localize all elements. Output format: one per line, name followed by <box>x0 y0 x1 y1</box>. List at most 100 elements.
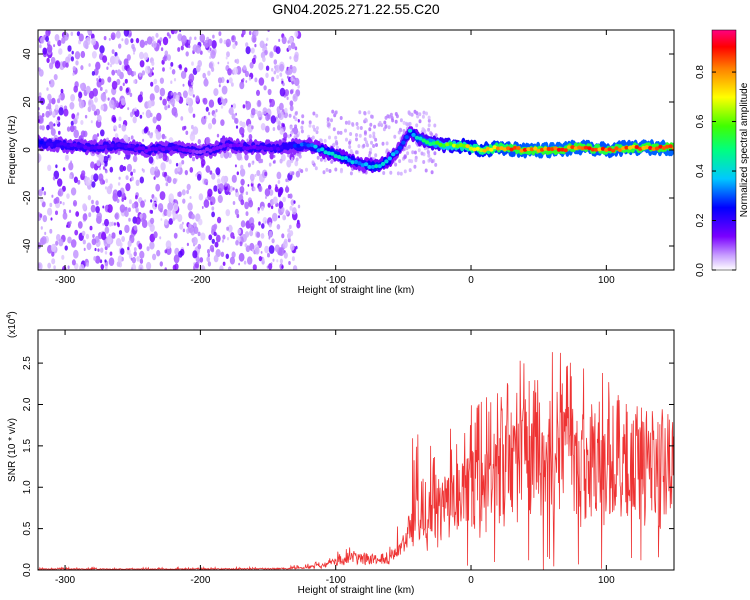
noise-cell <box>207 38 213 47</box>
noise-cell <box>192 126 199 135</box>
noise-cell <box>44 231 47 235</box>
noise-cell <box>114 133 119 139</box>
ridge-core-cell <box>326 151 332 156</box>
noise-cell <box>283 132 288 140</box>
noise-cell <box>70 239 77 248</box>
noise-cell <box>51 110 56 117</box>
noise-cell <box>144 199 147 203</box>
ridge-core-cell <box>245 146 250 151</box>
noise-cell <box>175 112 178 116</box>
noise-cell <box>262 107 268 115</box>
noise-cell <box>228 267 231 270</box>
noise-cell <box>94 96 98 103</box>
noise-cell <box>141 219 148 228</box>
noise-cell <box>169 66 172 70</box>
noise-cell <box>228 191 231 196</box>
noise-cell <box>188 223 192 229</box>
noise-cell <box>288 224 292 230</box>
noise-cell <box>118 116 122 122</box>
noise-cell <box>155 131 162 140</box>
noise-cell <box>239 81 245 90</box>
noise-cell <box>251 108 256 116</box>
noise-cell <box>418 112 422 117</box>
noise-cell <box>235 240 239 246</box>
noise-cell <box>207 122 213 130</box>
noise-cell <box>125 87 129 93</box>
noise-cell <box>216 178 221 185</box>
ridge-core-cell <box>164 146 169 151</box>
noise-cell <box>139 51 144 60</box>
ridge-core-cell <box>221 143 227 148</box>
noise-cell <box>295 170 301 178</box>
ridge-core-cell <box>648 145 653 150</box>
noise-cell <box>107 76 112 83</box>
noise-cell <box>305 167 308 172</box>
ridge-core-cell <box>313 144 318 149</box>
noise-cell <box>349 171 353 176</box>
colorbar-tick-label: 0.4 <box>695 164 706 178</box>
noise-cell <box>332 127 336 132</box>
noise-cell <box>194 36 197 41</box>
noise-cell <box>91 199 94 205</box>
noise-cell <box>104 218 109 227</box>
noise-cell <box>185 51 189 57</box>
noise-cell <box>77 221 83 229</box>
noise-cell <box>48 40 51 45</box>
noise-cell <box>76 112 80 116</box>
ridge-core-cell <box>651 147 656 151</box>
noise-cell <box>125 183 131 192</box>
ridge-core-cell <box>357 161 362 166</box>
spectrogram-heatmap <box>38 30 674 270</box>
noise-cell <box>57 116 61 121</box>
noise-cell <box>277 180 281 184</box>
noise-cell <box>208 111 211 116</box>
noise-cell <box>231 113 236 120</box>
ridge-core-cell <box>174 145 179 150</box>
ridge-core-cell <box>539 147 545 152</box>
noise-cell <box>48 245 51 249</box>
noise-cell <box>62 167 66 172</box>
noise-cell <box>61 254 65 260</box>
noise-cell <box>41 113 45 118</box>
noise-cell <box>260 251 263 254</box>
ridge-core-cell <box>208 148 213 153</box>
noise-cell <box>430 170 434 175</box>
noise-cell <box>139 176 144 184</box>
noise-cell <box>403 155 407 160</box>
noise-cell <box>45 36 49 42</box>
noise-cell <box>301 120 305 125</box>
noise-cell <box>168 159 172 165</box>
noise-cell <box>116 221 120 226</box>
noise-cell <box>153 231 158 239</box>
ridge-core-cell <box>309 143 315 148</box>
noise-cell <box>212 34 215 39</box>
noise-cell <box>408 168 412 173</box>
ridge-core-cell <box>89 145 95 150</box>
ridge-core-cell <box>489 147 494 152</box>
noise-cell <box>124 38 129 45</box>
noise-cell <box>292 93 298 102</box>
noise-cell <box>135 195 138 200</box>
noise-cell <box>57 39 62 47</box>
noise-cell <box>274 244 280 253</box>
ridge-core-cell <box>157 145 162 150</box>
colorbar-ticks: 0.0 0.2 0.4 0.6 0.8 <box>695 65 736 277</box>
noise-cell <box>264 171 268 177</box>
noise-cell <box>132 168 136 173</box>
noise-cell <box>182 228 186 233</box>
noise-cell <box>82 203 87 211</box>
noise-cell <box>138 264 144 270</box>
noise-cell <box>46 87 49 91</box>
noise-cell <box>211 238 215 244</box>
noise-cell <box>134 107 137 112</box>
noise-cell <box>428 157 432 162</box>
noise-cell <box>245 42 249 48</box>
noise-cell <box>363 137 367 142</box>
noise-cell <box>104 169 108 174</box>
noise-cell <box>369 122 373 127</box>
noise-cell <box>312 124 316 129</box>
noise-cell <box>172 217 175 222</box>
noise-cell <box>285 209 289 216</box>
noise-cell <box>198 193 204 201</box>
noise-cell <box>149 112 153 118</box>
